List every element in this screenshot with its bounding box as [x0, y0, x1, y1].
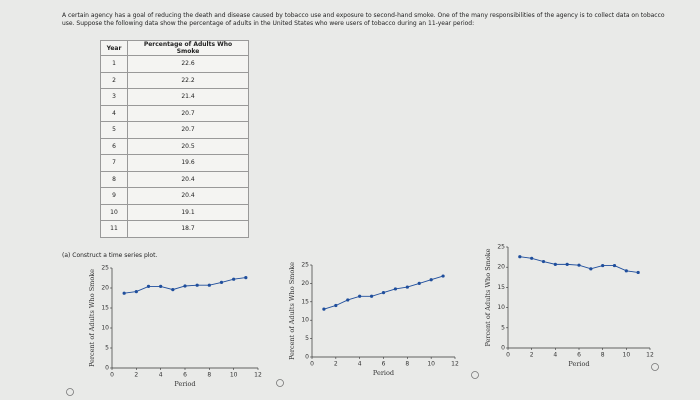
- percent-cell: 18.7: [127, 220, 249, 238]
- x-tick-label: 10: [623, 352, 631, 359]
- table-row: 5 20.7: [100, 121, 249, 139]
- x-tick-label: 4: [553, 352, 557, 359]
- x-tick-label: 10: [230, 372, 238, 379]
- data-point: [122, 291, 126, 295]
- x-axis-label: Period: [373, 369, 394, 377]
- x-tick-label: 12: [646, 352, 654, 359]
- table-body: 1 22.6 2 22.2 3 21.4 4 20.7 5 20.7 6 20.5 7 19.6 8 20.4…: [100, 55, 249, 238]
- y-tick-label: 10: [497, 304, 505, 311]
- radio-button[interactable]: [471, 371, 479, 379]
- data-point: [624, 269, 628, 273]
- x-tick-label: 6: [382, 361, 386, 368]
- x-tick-label: 8: [405, 361, 409, 368]
- y-tick-label: 5: [305, 335, 309, 342]
- data-point: [334, 303, 338, 308]
- data-point: [565, 262, 569, 266]
- x-tick-label: 8: [601, 352, 605, 359]
- data-point: [146, 284, 151, 288]
- data-point: [232, 277, 236, 281]
- table-row: 10 19.1: [100, 203, 249, 221]
- data-point: [369, 294, 374, 298]
- x-axis-label: Period: [174, 380, 195, 388]
- x-tick-label: 2: [334, 361, 338, 368]
- x-tick-label: 0: [506, 352, 510, 359]
- y-tick-label: 15: [497, 284, 505, 291]
- data-point: [381, 291, 386, 295]
- x-tick-label: 10: [427, 361, 435, 368]
- data-point: [530, 256, 534, 260]
- y-tick-label: 5: [501, 324, 505, 331]
- data-point: [207, 283, 211, 287]
- y-tick-label: 25: [497, 244, 505, 251]
- data-point: [405, 285, 409, 289]
- y-axis-label: Percent of Adults Who Smoke: [88, 269, 96, 367]
- data-point: [577, 263, 581, 267]
- y-tick-label: 15: [101, 305, 109, 312]
- x-tick-label: 2: [530, 352, 534, 359]
- data-point: [589, 267, 593, 271]
- x-tick-label: 6: [183, 372, 187, 379]
- x-tick-label: 0: [310, 361, 314, 368]
- data-point: [171, 288, 175, 292]
- y-tick-label: 10: [101, 325, 109, 332]
- data-point: [393, 287, 398, 291]
- table-row: 7 19.6: [100, 154, 249, 172]
- x-tick-label: 12: [451, 361, 459, 368]
- header-cell: Percentage of Adults Who Smoke: [127, 40, 249, 56]
- y-tick-label: 20: [101, 285, 109, 292]
- table-header: Year Percentage of Adults Who Smoke: [100, 40, 249, 56]
- data-point: [134, 290, 138, 294]
- problem-text: A certain agency has a goal of reducing …: [62, 12, 665, 27]
- data-point: [159, 284, 163, 288]
- x-tick-label: 12: [254, 372, 262, 379]
- y-tick-label: 20: [497, 264, 505, 271]
- radio-button[interactable]: [66, 388, 74, 396]
- y-tick-label: 15: [301, 298, 309, 305]
- x-tick-label: 6: [577, 352, 581, 359]
- info-icon[interactable]: [651, 363, 659, 371]
- data-point: [346, 298, 350, 302]
- data-point: [244, 276, 248, 280]
- x-tick-label: 8: [207, 372, 211, 379]
- data-point: [518, 255, 522, 259]
- data-point: [612, 263, 617, 268]
- y-axis-label: Percent of Adults Who Smoke: [484, 248, 492, 346]
- x-axis-label: Period: [568, 360, 589, 368]
- data-point: [441, 274, 445, 278]
- y-tick-label: 0: [305, 354, 309, 361]
- part-a-prompt: (a) Construct a time series plot.: [62, 252, 158, 259]
- y-tick-label: 25: [301, 262, 309, 269]
- y-axis-label: Percent of Adults Who Smoke: [288, 262, 296, 360]
- x-tick-label: 4: [358, 361, 362, 368]
- table-row: 1 22.6: [100, 55, 249, 73]
- data-point: [601, 263, 605, 268]
- y-tick-label: 25: [101, 265, 109, 272]
- table-row: 3 21.4: [100, 88, 249, 106]
- x-tick-label: 0: [110, 372, 114, 379]
- data-point: [636, 270, 640, 275]
- data-point: [219, 280, 224, 284]
- y-tick-label: 20: [301, 280, 309, 287]
- data-point: [541, 259, 546, 264]
- data-point: [553, 262, 557, 266]
- data-point: [429, 278, 433, 282]
- data-point: [322, 307, 326, 311]
- data-point: [358, 294, 362, 298]
- data-point: [183, 284, 187, 288]
- table-row: 11 18.7: [100, 220, 249, 238]
- data-point: [195, 283, 199, 287]
- radio-button[interactable]: [276, 379, 284, 387]
- y-tick-label: 0: [501, 345, 505, 352]
- y-tick-label: 0: [105, 365, 109, 372]
- y-tick-label: 10: [301, 317, 309, 324]
- data-table: Year Percentage of Adults Who Smoke 1 22.…: [100, 40, 249, 238]
- table-row: 8 20.4: [100, 170, 249, 188]
- data-point: [417, 281, 421, 285]
- x-tick-label: 2: [134, 372, 138, 379]
- x-tick-label: 4: [159, 372, 163, 379]
- y-tick-label: 5: [105, 345, 109, 352]
